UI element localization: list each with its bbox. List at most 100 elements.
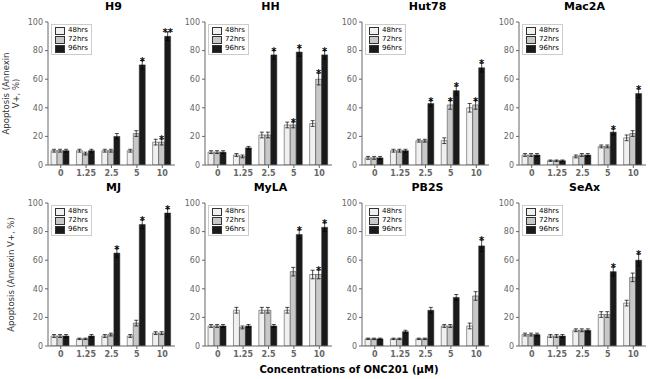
svg-text:10: 10 [314,169,326,178]
svg-text:0: 0 [195,161,200,170]
svg-text:5: 5 [134,350,140,359]
svg-text:0: 0 [509,342,514,351]
svg-text:**: ** [162,27,173,38]
svg-text:0: 0 [529,350,535,359]
svg-text:*: * [454,81,460,92]
svg-text:0: 0 [38,161,43,170]
svg-text:40: 40 [190,104,200,113]
svg-text:*: * [322,46,328,57]
svg-text:0: 0 [58,350,64,359]
svg-text:*: * [428,96,434,107]
svg-text:Apoptosis (Annexin V+, %): Apoptosis (Annexin V+, %) [8,217,16,331]
svg-text:0: 0 [58,169,64,178]
svg-text:2.5: 2.5 [104,169,119,178]
svg-text:60: 60 [347,256,357,265]
svg-text:100: 100 [185,199,200,208]
svg-text:*: * [271,46,277,57]
svg-text:100: 100 [342,18,357,27]
svg-text:100: 100 [499,199,514,208]
svg-text:5: 5 [291,350,297,359]
svg-text:60: 60 [190,75,200,84]
svg-text:5: 5 [605,169,611,178]
svg-text:1.25: 1.25 [547,350,567,359]
svg-text:1.25: 1.25 [233,169,253,178]
svg-text:80: 80 [33,227,43,236]
svg-text:80: 80 [33,46,43,55]
svg-text:80: 80 [347,46,357,55]
svg-text:2.5: 2.5 [575,169,590,178]
svg-text:20: 20 [190,313,200,322]
svg-text:10: 10 [157,169,169,178]
svg-text:1.25: 1.25 [547,169,567,178]
svg-text:*: * [636,84,642,95]
svg-text:100: 100 [342,199,357,208]
svg-text:0: 0 [215,350,221,359]
svg-text:*: * [159,134,165,145]
svg-text:10: 10 [628,350,640,359]
svg-text:2.5: 2.5 [261,350,276,359]
svg-text:80: 80 [347,227,357,236]
svg-text:5: 5 [448,350,454,359]
svg-text:2.5: 2.5 [418,169,433,178]
svg-text:*: * [140,215,146,226]
svg-text:20: 20 [347,132,357,141]
svg-text:5: 5 [448,169,454,178]
svg-text:Apoptosis (AnnexinV+, %): Apoptosis (AnnexinV+, %) [8,52,21,134]
svg-text:5: 5 [291,169,297,178]
svg-text:0: 0 [509,161,514,170]
svg-text:2.5: 2.5 [575,350,590,359]
svg-text:0: 0 [372,350,378,359]
svg-text:2.5: 2.5 [418,350,433,359]
svg-text:1.25: 1.25 [390,169,410,178]
svg-text:100: 100 [28,199,43,208]
svg-text:20: 20 [504,313,514,322]
svg-text:*: * [322,218,328,229]
svg-text:*: * [114,244,120,255]
svg-text:0: 0 [529,169,535,178]
svg-text:*: * [473,96,479,107]
svg-text:10: 10 [628,169,640,178]
svg-text:*: * [479,58,485,69]
svg-text:10: 10 [314,350,326,359]
svg-text:0: 0 [215,169,221,178]
svg-text:20: 20 [347,313,357,322]
svg-text:10: 10 [471,350,483,359]
svg-text:0: 0 [352,161,357,170]
svg-text:2.5: 2.5 [261,169,276,178]
svg-text:100: 100 [28,18,43,27]
svg-text:0: 0 [352,342,357,351]
svg-text:*: * [140,56,146,67]
svg-text:*: * [165,204,171,215]
svg-text:*: * [636,249,642,260]
svg-text:80: 80 [190,46,200,55]
svg-text:10: 10 [157,350,169,359]
svg-text:40: 40 [33,285,43,294]
svg-text:40: 40 [347,285,357,294]
svg-text:5: 5 [134,169,140,178]
svg-text:60: 60 [504,256,514,265]
svg-text:*: * [448,96,454,107]
svg-text:40: 40 [347,104,357,113]
svg-text:0: 0 [38,342,43,351]
svg-text:0: 0 [372,169,378,178]
svg-text:40: 40 [33,104,43,113]
svg-text:20: 20 [33,132,43,141]
svg-text:0: 0 [195,342,200,351]
svg-text:5: 5 [605,350,611,359]
svg-text:60: 60 [190,256,200,265]
svg-text:40: 40 [190,285,200,294]
svg-text:*: * [316,68,322,79]
svg-text:*: * [479,235,485,246]
svg-text:*: * [316,265,322,276]
svg-text:*: * [297,225,303,236]
svg-text:80: 80 [504,46,514,55]
svg-text:80: 80 [504,227,514,236]
svg-text:20: 20 [33,313,43,322]
svg-text:60: 60 [504,75,514,84]
svg-text:100: 100 [185,18,200,27]
svg-text:100: 100 [499,18,514,27]
svg-text:10: 10 [471,169,483,178]
svg-text:40: 40 [504,285,514,294]
svg-text:20: 20 [190,132,200,141]
svg-text:*: * [291,117,297,128]
